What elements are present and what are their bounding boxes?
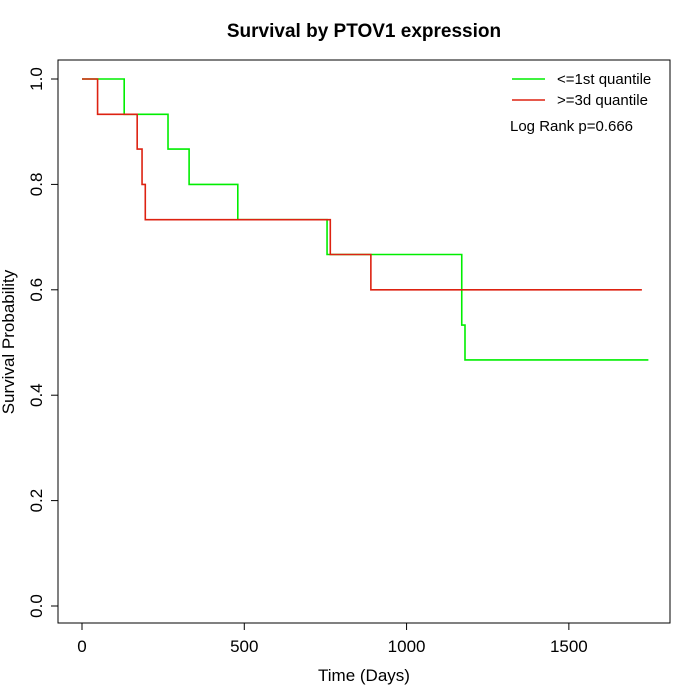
- series-layer: [82, 78, 649, 361]
- legend: <=1st quantile >=3d quantile: [512, 71, 651, 109]
- chart-title: Survival by PTOV1 expression: [227, 21, 501, 42]
- y-axis-label: Survival Probability: [0, 269, 18, 414]
- y-tick-label: 0.4: [27, 383, 46, 407]
- survival-curve-high: [82, 78, 642, 291]
- y-axis: 0.0 0.2 0.4 0.6 0.8 1.0: [27, 67, 59, 618]
- x-tick-label: 1500: [550, 637, 588, 656]
- log-rank-annotation: Log Rank p=0.666: [510, 118, 633, 135]
- x-tick-label: 0: [77, 637, 86, 656]
- plot-frame: [57, 59, 671, 624]
- x-tick-label: 1000: [388, 637, 426, 656]
- y-tick-label: 1.0: [27, 67, 46, 91]
- x-axis: 0 500 1000 1500: [77, 622, 588, 656]
- x-tick-label: 500: [230, 637, 258, 656]
- y-tick-label: 0.2: [27, 489, 46, 513]
- y-tick-label: 0.6: [27, 278, 46, 302]
- legend-entry: <=1st quantile: [557, 71, 651, 88]
- survival-curve-low: [82, 78, 649, 361]
- x-axis-label: Time (Days): [318, 666, 410, 685]
- y-tick-label: 0.8: [27, 173, 46, 197]
- y-tick-label: 0.0: [27, 594, 46, 618]
- legend-entry: >=3d quantile: [557, 92, 648, 109]
